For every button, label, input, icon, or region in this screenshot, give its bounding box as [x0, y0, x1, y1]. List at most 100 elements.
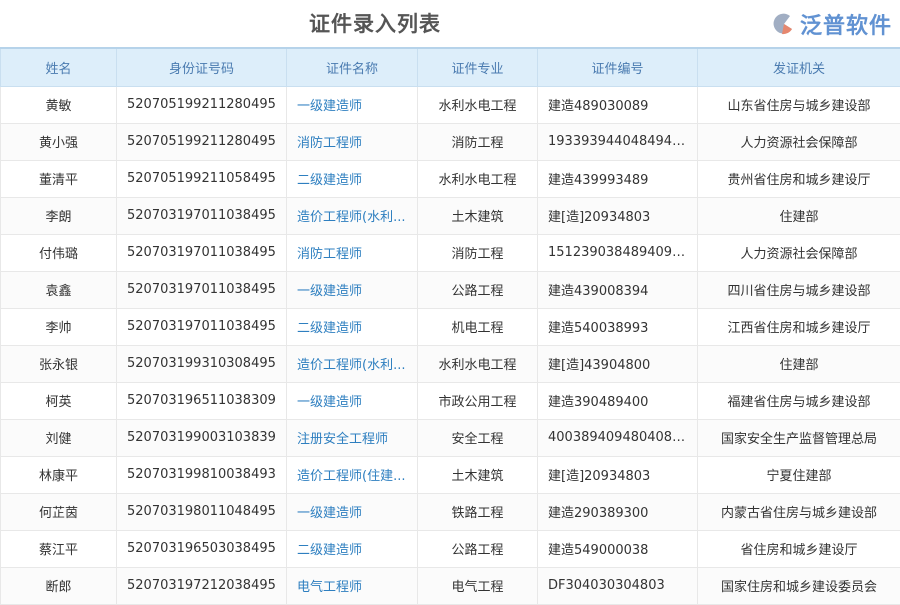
cell-cert-number: DF304030304803 — [538, 567, 698, 604]
cell-id-number: 520703199310308495 — [117, 345, 287, 382]
cell-id-number: 520703197011038495 — [117, 234, 287, 271]
cell-issuer: 山东省住房与城乡建设部 — [698, 86, 900, 123]
cell-issuer: 人力资源社会保障部 — [698, 123, 900, 160]
cell-id-number: 520703197212038495 — [117, 567, 287, 604]
watermark-logo: 泛普软件 — [770, 8, 892, 40]
cell-name: 蔡江平 — [1, 530, 117, 567]
cell-cert-number: 建[造]20934803 — [538, 197, 698, 234]
cell-cert-number: 建造549000038 — [538, 530, 698, 567]
cell-name: 柯英 — [1, 382, 117, 419]
cell-cert-major: 水利水电工程 — [418, 86, 538, 123]
column-header-cert-number[interactable]: 证件编号 — [538, 48, 698, 86]
cell-cert-major: 消防工程 — [418, 234, 538, 271]
cell-cert-major: 公路工程 — [418, 530, 538, 567]
column-header-cert-major[interactable]: 证件专业 — [418, 48, 538, 86]
cell-id-number: 520703198011048495 — [117, 493, 287, 530]
cell-name: 断郎 — [1, 567, 117, 604]
cell-cert-name[interactable]: 造价工程师(住建... — [287, 456, 418, 493]
cell-cert-name[interactable]: 一级建造师 — [287, 271, 418, 308]
cell-name: 付伟璐 — [1, 234, 117, 271]
cell-name: 黄小强 — [1, 123, 117, 160]
cell-cert-name[interactable]: 一级建造师 — [287, 86, 418, 123]
cell-cert-name[interactable]: 消防工程师 — [287, 234, 418, 271]
cell-id-number: 520705199211058495 — [117, 160, 287, 197]
column-header-name[interactable]: 姓名 — [1, 48, 117, 86]
logo-icon — [770, 11, 796, 37]
table-header-row: 姓名身份证号码证件名称证件专业证件编号发证机关 — [1, 48, 900, 86]
cell-cert-major: 电气工程 — [418, 567, 538, 604]
cell-issuer: 人力资源社会保障部 — [698, 234, 900, 271]
cell-cert-major: 土木建筑 — [418, 456, 538, 493]
cell-cert-number: 40038940948040830... — [538, 419, 698, 456]
cell-cert-number: 建[造]20934803 — [538, 456, 698, 493]
cell-cert-major: 土木建筑 — [418, 197, 538, 234]
cell-cert-major: 安全工程 — [418, 419, 538, 456]
cell-issuer: 四川省住房与城乡建设部 — [698, 271, 900, 308]
cell-issuer: 贵州省住房和城乡建设厅 — [698, 160, 900, 197]
cell-id-number: 520703199003103839 — [117, 419, 287, 456]
cell-cert-major: 机电工程 — [418, 308, 538, 345]
column-header-issuer[interactable]: 发证机关 — [698, 48, 900, 86]
cell-id-number: 520703197011038495 — [117, 271, 287, 308]
cell-issuer: 住建部 — [698, 197, 900, 234]
cell-cert-name[interactable]: 造价工程师(水利... — [287, 345, 418, 382]
cell-name: 黄敏 — [1, 86, 117, 123]
cell-cert-name[interactable]: 电气工程师 — [287, 567, 418, 604]
cell-name: 林康平 — [1, 456, 117, 493]
cell-cert-name[interactable]: 一级建造师 — [287, 382, 418, 419]
cell-cert-major: 铁路工程 — [418, 493, 538, 530]
column-header-cert-name[interactable]: 证件名称 — [287, 48, 418, 86]
watermark-text: 泛普软件 — [800, 8, 892, 40]
cell-cert-number: 19339394404849474... — [538, 123, 698, 160]
cell-cert-name[interactable]: 造价工程师(水利... — [287, 197, 418, 234]
cell-cert-name[interactable]: 二级建造师 — [287, 530, 418, 567]
cell-name: 何芷茵 — [1, 493, 117, 530]
cell-issuer: 江西省住房和城乡建设厅 — [698, 308, 900, 345]
cell-issuer: 国家住房和城乡建设委员会 — [698, 567, 900, 604]
cell-id-number: 520703196503038495 — [117, 530, 287, 567]
cell-cert-number: 建造290389300 — [538, 493, 698, 530]
cell-cert-name[interactable]: 消防工程师 — [287, 123, 418, 160]
cell-cert-name[interactable]: 二级建造师 — [287, 160, 418, 197]
cell-name: 张永银 — [1, 345, 117, 382]
cell-name: 李帅 — [1, 308, 117, 345]
cell-cert-major: 公路工程 — [418, 271, 538, 308]
cell-name: 李朗 — [1, 197, 117, 234]
cell-issuer: 省住房和城乡建设厅 — [698, 530, 900, 567]
cell-cert-number: 建造390489400 — [538, 382, 698, 419]
cell-issuer: 宁夏住建部 — [698, 456, 900, 493]
cell-cert-number: 15123903848940948... — [538, 234, 698, 271]
cell-cert-name[interactable]: 一级建造师 — [287, 493, 418, 530]
cell-id-number: 520703196511038309 — [117, 382, 287, 419]
cell-name: 刘健 — [1, 419, 117, 456]
cell-cert-number: 建造439008394 — [538, 271, 698, 308]
cell-cert-name[interactable]: 二级建造师 — [287, 308, 418, 345]
cell-cert-number: 建造489030089 — [538, 86, 698, 123]
cell-issuer: 国家安全生产监督管理总局 — [698, 419, 900, 456]
cell-cert-name[interactable]: 注册安全工程师 — [287, 419, 418, 456]
page-title: 证件录入列表 — [0, 8, 750, 38]
cell-cert-number: 建造439993489 — [538, 160, 698, 197]
cell-id-number: 520705199211280495 — [117, 86, 287, 123]
column-header-id-number[interactable]: 身份证号码 — [117, 48, 287, 86]
cell-issuer: 内蒙古省住房与城乡建设部 — [698, 493, 900, 530]
cell-id-number: 520703199810038493 — [117, 456, 287, 493]
cell-name: 董清平 — [1, 160, 117, 197]
cell-cert-major: 市政公用工程 — [418, 382, 538, 419]
